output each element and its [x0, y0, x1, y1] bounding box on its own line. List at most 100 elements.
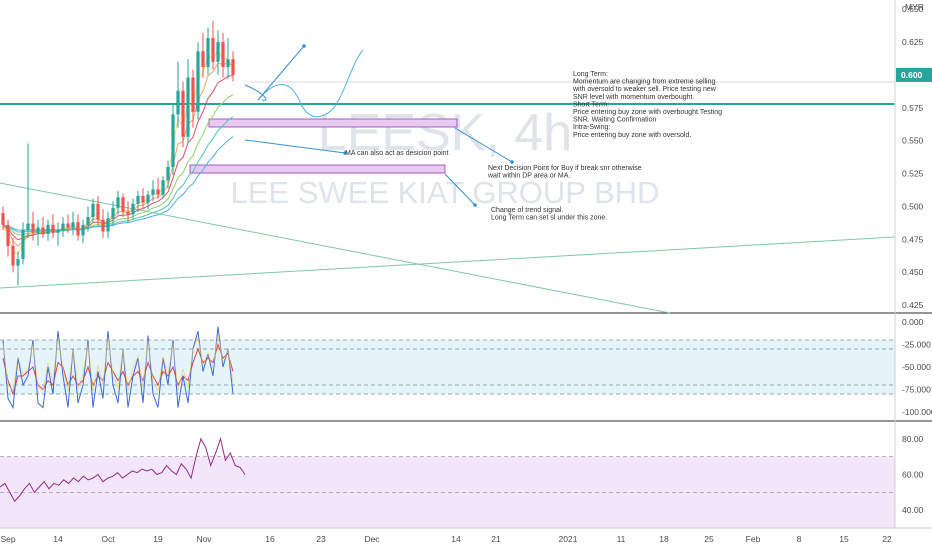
candle-body [146, 194, 150, 203]
candle-body [201, 51, 205, 68]
candle-body [116, 197, 120, 208]
annotation-text: MA can also act as desicion point [345, 150, 449, 157]
candle [131, 198, 135, 220]
annotation-line: Price entering buy zone with overbought.… [573, 109, 722, 116]
arrow-head [343, 151, 347, 155]
candle [136, 190, 140, 212]
candle-body [126, 211, 130, 215]
series-layer [0, 21, 246, 503]
candle-body [41, 227, 45, 235]
candle-body [21, 230, 25, 260]
candle [166, 160, 170, 189]
candle-body [31, 223, 35, 233]
annotation-line: Price entering buy zone with oversold. [573, 132, 691, 139]
candle [126, 201, 130, 223]
candle [86, 206, 90, 232]
watermark: LEESK, 4h LEE SWEE KIAT GROUP BHD [231, 104, 660, 210]
candle [71, 211, 75, 236]
candle-body [181, 90, 185, 137]
time-tick-label: Sep [0, 534, 15, 544]
candle [216, 30, 220, 75]
annotation-line: Change of trend signal. [491, 207, 563, 214]
stoch-d-line [2, 342, 234, 396]
watermark-symbol: LEESK, 4h [318, 104, 572, 162]
time-tick-label: 23 [316, 534, 326, 544]
candle-body [66, 223, 70, 228]
candle [36, 219, 40, 246]
candle-body [91, 203, 95, 217]
candle-body [161, 180, 165, 195]
moving-average-line [2, 94, 234, 236]
stoch-tick-label: -75.000 [902, 385, 931, 395]
candle-body [76, 222, 80, 236]
watermark-name: LEE SWEE KIAT GROUP BHD [231, 175, 660, 210]
candle [46, 219, 50, 241]
candle-body [101, 219, 105, 232]
candle [176, 61, 180, 128]
candle-body [186, 77, 190, 137]
arrow-line [244, 139, 346, 154]
rsi-line [0, 437, 246, 503]
time-tick-label: Dec [364, 534, 380, 544]
candle-body [176, 90, 180, 115]
candle-body [16, 259, 20, 266]
annotation-text: Next Decision Point for Buy if break snr… [487, 165, 642, 180]
arrow-head [302, 44, 306, 48]
candle [146, 190, 150, 210]
candle [141, 188, 145, 210]
projection-path [244, 84, 267, 101]
arrow-line [257, 45, 305, 101]
time-tick-label: 16 [265, 534, 275, 544]
stoch-tick-label: -50.000 [902, 362, 931, 372]
candle [6, 219, 10, 257]
stoch-band [0, 340, 895, 394]
candle-body [206, 38, 210, 68]
candle [206, 27, 210, 75]
time-tick-label: 21 [491, 534, 501, 544]
moving-average-line [2, 136, 234, 231]
time-tick-label: 14 [53, 534, 63, 544]
time-tick-label: Oct [101, 534, 115, 544]
annotation-line: Long Term can set sl under this zone. [491, 215, 607, 222]
candle-body [81, 224, 85, 236]
candle-body [26, 223, 30, 231]
annotation-line: Short Term: [573, 101, 609, 108]
candle [16, 251, 20, 286]
candle [191, 69, 195, 128]
time-tick-label: 15 [839, 534, 849, 544]
candle [156, 177, 160, 199]
candle-body [131, 203, 135, 215]
currency-label: MYR [905, 2, 924, 12]
time-tick-label: Feb [746, 534, 761, 544]
candle [186, 59, 190, 144]
trend-line-up [0, 236, 896, 289]
annotation-line: Long Term: [573, 71, 608, 78]
time-tick-label: 25 [704, 534, 714, 544]
arrow-line [454, 127, 513, 163]
annotation-line: SNR level with momentum overbought. [573, 94, 694, 101]
candle-body [191, 77, 195, 112]
candle-body [56, 230, 60, 233]
price-tick-label: 0.425 [902, 300, 924, 310]
arrow-head [510, 160, 514, 164]
annotation-line: Momentum are changing from extreme selli… [573, 79, 716, 86]
stoch-tick-label: -100.000 [902, 407, 932, 417]
last-price-marker [896, 67, 932, 82]
candle-body [171, 114, 175, 168]
annotation-line: Intra-Swing: [573, 124, 610, 131]
annotation-line: SNR. Waiting Confirmation [573, 117, 656, 124]
background-layer [0, 312, 932, 529]
candle-body [1, 213, 5, 225]
candle-body [106, 218, 110, 232]
candle [171, 103, 175, 175]
candle [1, 206, 5, 231]
candle [111, 201, 115, 225]
candle-body [216, 42, 220, 62]
candle-body [136, 195, 140, 204]
candle [81, 219, 85, 244]
candle-body [46, 224, 50, 235]
candle [181, 81, 185, 148]
candle [196, 42, 200, 120]
candle-body [36, 227, 40, 233]
